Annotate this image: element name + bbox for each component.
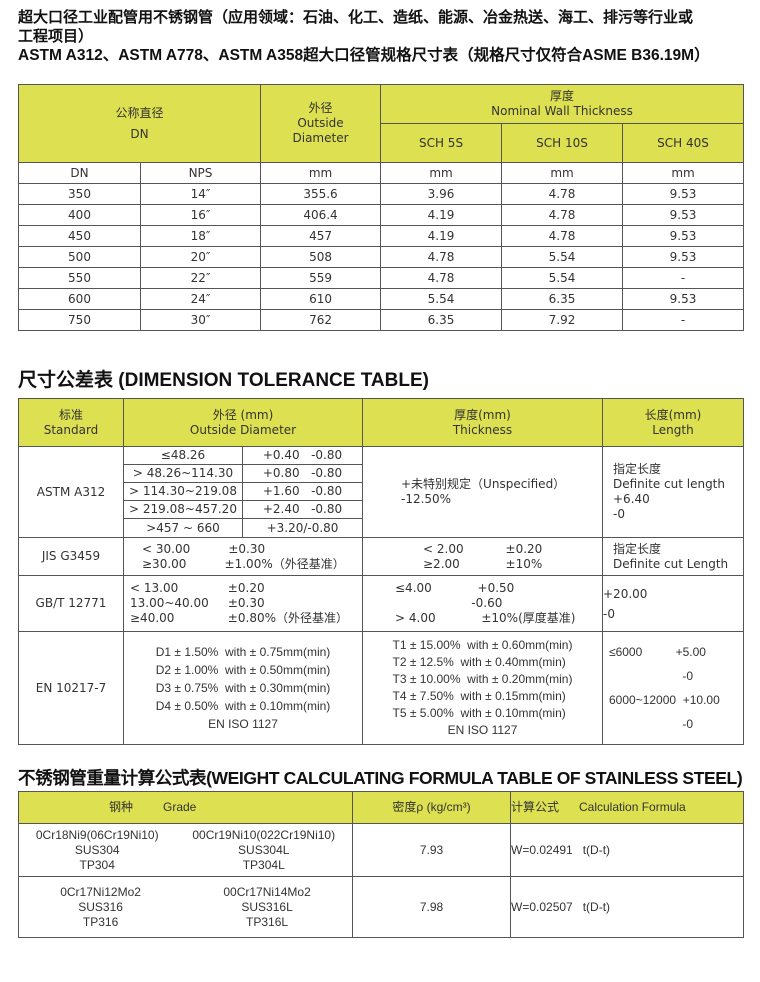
table-cell: 16″ <box>139 204 262 226</box>
table-row: 450 18″ 457 4.19 4.78 9.53 <box>18 225 745 247</box>
table-cell: 559 <box>260 267 382 289</box>
table-cell: 9.53 <box>622 288 745 310</box>
table-cell: - <box>622 309 745 331</box>
header-dn: 公称直径 DN <box>17 84 262 163</box>
table-cell: 18″ <box>139 225 262 247</box>
astm-length: 指定长度 Definite cut length +6.40 -0 <box>602 446 744 538</box>
table-cell: 6.35 <box>501 288 624 310</box>
header-od: 外径 Outside Diameter <box>260 84 382 163</box>
table-cell: 457 <box>260 225 382 247</box>
table-cell: 9.53 <box>622 204 745 226</box>
header-wall: 厚度 Nominal Wall Thickness <box>380 84 745 124</box>
table-cell: 7.92 <box>501 309 624 331</box>
header-length: 长度(mm) Length <box>602 398 744 447</box>
title-line3: ASTM A312、ASTM A778、ASTM A358超大口径管规格尺寸表（… <box>18 47 710 64</box>
table-cell: 350 <box>18 183 141 205</box>
title-line2: 工程项目） <box>18 28 94 45</box>
standard-gb: GB/T 12771 <box>18 575 124 632</box>
spec-table: 公称直径 DN 外径 Outside Diameter 厚度 Nominal Wall … <box>17 84 745 331</box>
table-row: 400 16″ 406.4 4.19 4.78 9.53 <box>18 204 745 226</box>
header-formula: 计算公式 Calculation Formula <box>510 791 744 824</box>
table-cell: 4.78 <box>501 204 624 226</box>
tolerance-table: 标准 Standard 外径 (mm) Outside Diameter 厚度(mm… <box>18 398 744 745</box>
table-cell: 6.35 <box>380 309 503 331</box>
table-cell: 5.54 <box>380 288 503 310</box>
title-line1: 超大口径工业配管用不锈钢管（应用领域：石油、化工、造纸、能源、冶金热送、海工、排… <box>18 9 694 26</box>
table-row: 500 20″ 508 4.78 5.54 9.53 <box>18 246 745 268</box>
table-cell: 508 <box>260 246 382 268</box>
table-cell: 762 <box>260 309 382 331</box>
standard-jis: JIS G3459 <box>18 537 124 576</box>
table-cell: 500 <box>18 246 141 268</box>
table-cell: 4.78 <box>380 246 503 268</box>
header-standard: 标准 Standard <box>18 398 124 447</box>
table-cell: 400 <box>18 204 141 226</box>
header-grade: 钢种 Grade <box>18 791 353 824</box>
table-cell: - <box>622 267 745 289</box>
header-thickness: 厚度(mm) Thickness <box>362 398 603 447</box>
table-cell: 406.4 <box>260 204 382 226</box>
table-row: 0Cr18Ni9(06Cr19Ni10) SUS304 TP304 00Cr19N… <box>18 823 744 877</box>
table-cell: 4.19 <box>380 204 503 226</box>
table-cell: 5.54 <box>501 246 624 268</box>
weight-title: 不锈钢管重量计算公式表(WEIGHT CALCULATING FORMULA T… <box>18 768 743 788</box>
standard-astm-a312: ASTM A312 <box>18 446 124 538</box>
table-row: 750 30″ 762 6.35 7.92- <box>18 309 745 331</box>
standard-en: EN 10217-7 <box>18 631 124 745</box>
weight-table: 钢种 Grade 密度ρ (kg/cm³) 计算公式 Calculation For… <box>18 791 744 938</box>
table-cell: 22″ <box>139 267 262 289</box>
table-cell: 4.19 <box>380 225 503 247</box>
table-cell: 30″ <box>139 309 262 331</box>
table-cell: 9.53 <box>622 246 745 268</box>
table-cell: 3.96 <box>380 183 503 205</box>
table-cell: 550 <box>18 267 141 289</box>
header-density: 密度ρ (kg/cm³) <box>352 791 511 824</box>
table-cell: 9.53 <box>622 183 745 205</box>
table-row: 0Cr17Ni12Mo2 SUS316 TP316 00Cr17Ni14Mo2 S… <box>18 876 744 938</box>
table-cell: 355.6 <box>260 183 382 205</box>
units-row: DN NPS mm mm mm mm <box>18 162 745 184</box>
table-cell: 450 <box>18 225 141 247</box>
table-cell: 4.78 <box>380 267 503 289</box>
header-sch40s: SCH 40S <box>622 123 745 163</box>
table-cell: 600 <box>18 288 141 310</box>
table-cell: 750 <box>18 309 141 331</box>
tolerance-title: 尺寸公差表 (DIMENSION TOLERANCE TABLE) <box>18 370 429 391</box>
table-row: 600 24″ 610 5.54 6.35 9.53 <box>18 288 745 310</box>
table-cell: 20″ <box>139 246 262 268</box>
table-cell: 610 <box>260 288 382 310</box>
table-cell: 4.78 <box>501 183 624 205</box>
table-cell: 5.54 <box>501 267 624 289</box>
astm-thickness: +未特别规定（Unspecified） -12.50% <box>362 446 603 538</box>
table-cell: 24″ <box>139 288 262 310</box>
table-row: 350 14″ 355.6 3.96 4.78 9.53 <box>18 183 745 205</box>
table-cell: 4.78 <box>501 225 624 247</box>
header-sch5s: SCH 5S <box>380 123 503 163</box>
header-sch10s: SCH 10S <box>501 123 624 163</box>
table-row: 550 22″ 559 4.78 5.54- <box>18 267 745 289</box>
doc-title: 超大口径工业配管用不锈钢管（应用领域：石油、化工、造纸、能源、冶金热送、海工、排… <box>18 8 710 65</box>
table-cell: 14″ <box>139 183 262 205</box>
table-cell: 9.53 <box>622 225 745 247</box>
header-od: 外径 (mm) Outside Diameter <box>123 398 363 447</box>
